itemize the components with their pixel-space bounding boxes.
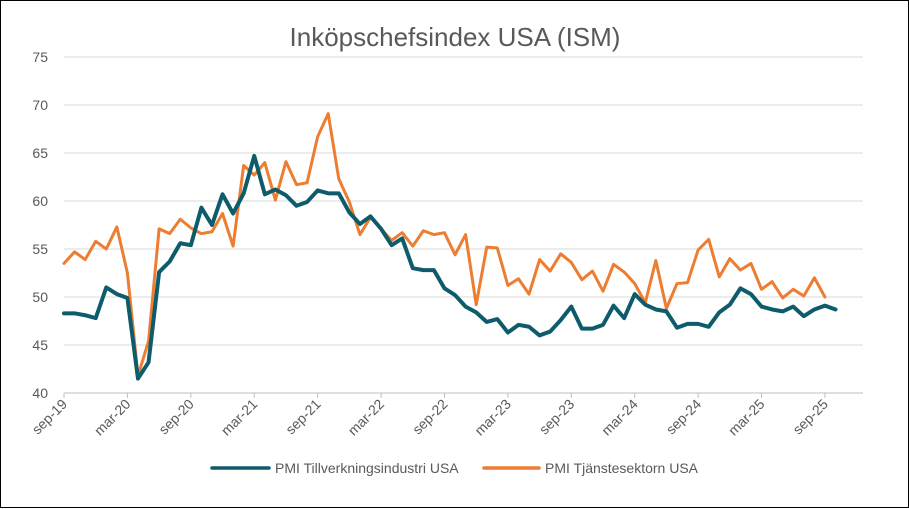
x-tick-label: sep-22 [409,396,451,438]
y-tick-label: 75 [32,49,48,65]
x-tick-label: sep-25 [789,396,831,438]
legend-label-services: PMI Tjänstesektorn USA [545,460,699,476]
x-tick-label: sep-20 [155,396,197,438]
x-tick-label: mar-20 [91,396,134,439]
y-tick-label: 50 [32,289,48,305]
x-tick-label: sep-23 [536,396,578,438]
x-tick-label: sep-24 [663,396,705,438]
x-tick-label: mar-25 [725,396,768,439]
series-group [62,112,838,381]
chart-title: Inköpschefsindex USA (ISM) [290,22,621,52]
gridlines [64,56,863,346]
legend-label-manufacturing: PMI Tillverkningsindustri USA [275,460,459,476]
y-tick-label: 45 [32,337,48,353]
series-line-services [62,112,827,378]
legend: PMI Tillverkningsindustri USA PMI Tjänst… [210,460,699,476]
y-tick-label: 60 [32,193,48,209]
y-tick-label: 70 [32,97,48,113]
x-tick-label: mar-24 [598,396,641,439]
x-axis: sep-19 mar-20 sep-20 mar-21 sep-21 mar-22 sep-… [29,392,863,439]
x-tick-label: mar-22 [345,396,388,439]
y-tick-label: 65 [32,145,48,161]
x-tick-label: sep-21 [282,396,324,438]
y-axis: 40 45 50 55 60 65 70 75 [32,49,48,401]
x-tick-label: mar-23 [471,396,514,439]
x-tick-label: mar-21 [218,396,261,439]
x-tick-label: sep-19 [29,396,71,438]
y-tick-label: 55 [32,241,48,257]
series-line-manufacturing [62,153,838,381]
y-tick-label: 40 [32,385,48,401]
